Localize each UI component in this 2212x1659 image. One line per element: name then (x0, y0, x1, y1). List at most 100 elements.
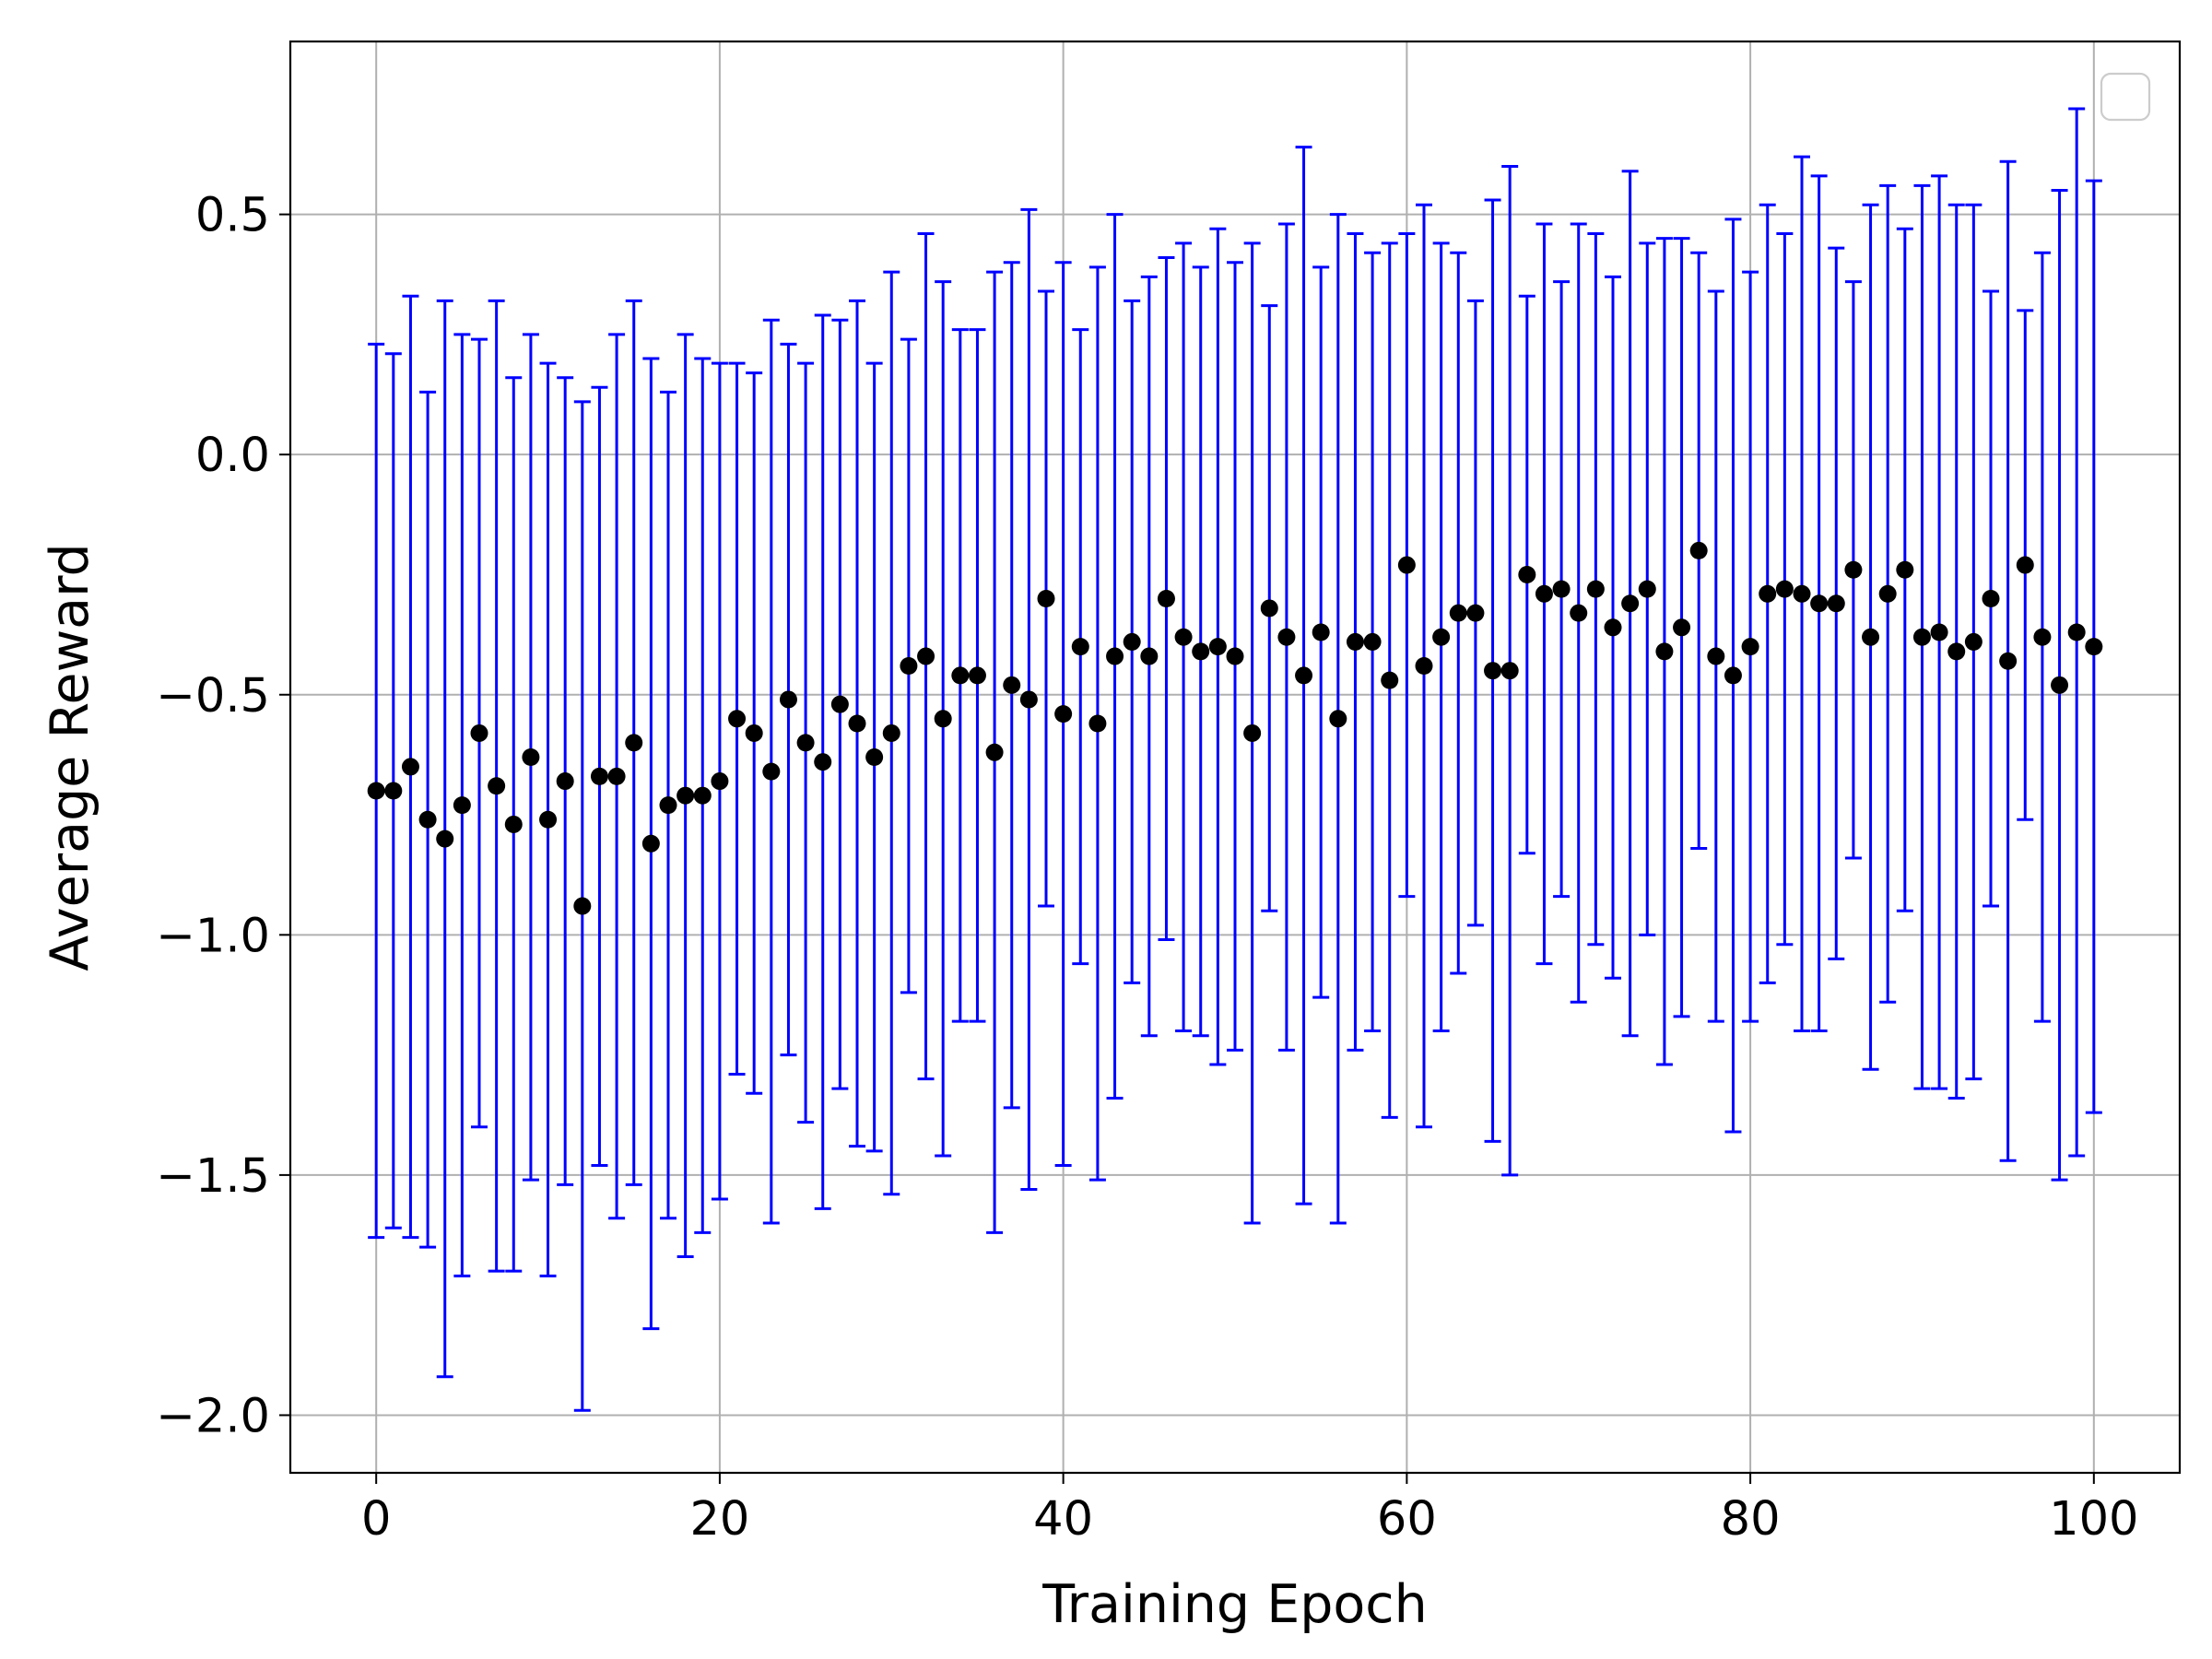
data-point (1827, 594, 1845, 613)
data-point (882, 724, 900, 742)
data-point (1208, 638, 1227, 656)
data-point (1775, 580, 1794, 598)
data-point (1793, 584, 1811, 603)
data-point (917, 647, 935, 665)
data-point (1054, 705, 1073, 724)
data-point (2067, 623, 2086, 641)
data-point (659, 796, 677, 815)
data-point (693, 786, 712, 805)
data-point (985, 743, 1004, 761)
data-point (1003, 676, 1021, 694)
data-point (1449, 604, 1467, 622)
data-point (1363, 632, 1382, 651)
data-point (384, 782, 403, 800)
y-axis-label: Average Reward (40, 543, 100, 971)
data-point (1312, 623, 1330, 641)
data-point (677, 786, 695, 805)
data-point (1071, 638, 1089, 656)
data-point (1518, 565, 1536, 583)
data-point (1466, 604, 1485, 622)
data-point (1707, 647, 1725, 665)
y-tick-label: −1.5 (156, 1149, 270, 1204)
data-point (367, 782, 385, 800)
data-point (401, 758, 419, 776)
data-point (1759, 584, 1777, 603)
data-point (2051, 676, 2069, 694)
data-point (1192, 642, 1210, 661)
data-point (1570, 604, 1588, 622)
data-point (625, 734, 643, 752)
data-point (900, 656, 918, 675)
x-tick-label: 0 (361, 1492, 391, 1547)
data-point (1621, 594, 1640, 613)
data-point (2085, 638, 2103, 656)
data-point (1638, 580, 1656, 598)
x-axis-label: Training Epoch (1041, 1574, 1428, 1635)
data-point (590, 767, 608, 785)
data-point (1724, 666, 1742, 685)
data-point (1226, 647, 1244, 665)
data-point (1673, 618, 1691, 637)
data-point (1381, 671, 1399, 689)
data-point (1586, 580, 1605, 598)
data-point (1741, 638, 1759, 656)
data-point (2016, 556, 2034, 574)
data-point (1930, 623, 1948, 641)
data-point (1019, 690, 1038, 709)
data-point (1878, 584, 1897, 603)
legend-box (2100, 72, 2151, 122)
data-point (762, 762, 781, 781)
data-point (436, 830, 454, 848)
data-point (814, 753, 832, 771)
data-point (1912, 628, 1931, 646)
data-point (1655, 642, 1674, 661)
x-tick-label: 40 (1033, 1492, 1093, 1547)
data-point (1260, 599, 1278, 618)
data-point (1982, 590, 2000, 608)
data-point (1896, 560, 1914, 579)
data-point (1174, 628, 1193, 646)
y-tick-label: −0.5 (156, 669, 270, 724)
data-point (488, 777, 506, 795)
y-tick-label: −2.0 (156, 1389, 270, 1443)
data-point (1123, 632, 1141, 651)
data-point (1432, 628, 1451, 646)
data-point (1415, 656, 1433, 675)
data-point (711, 772, 729, 791)
data-point (1277, 628, 1296, 646)
data-point (641, 834, 660, 853)
data-point (453, 796, 471, 815)
y-axis-ticks: −2.0 −1.5 −1.0 −0.5 0.0 0.5 (156, 189, 290, 1443)
data-point (1689, 541, 1708, 559)
data-point (779, 690, 797, 709)
data-point (504, 815, 523, 833)
data-points (367, 541, 2103, 915)
data-point (2033, 628, 2052, 646)
data-point (848, 714, 866, 733)
data-point (573, 897, 592, 915)
data-point (830, 695, 849, 713)
data-point (1604, 618, 1622, 637)
data-point (1397, 556, 1416, 574)
data-point (728, 710, 747, 728)
data-point (1106, 647, 1124, 665)
data-point (418, 810, 437, 829)
data-point (1037, 590, 1055, 608)
data-point (1500, 662, 1519, 680)
data-point (1947, 642, 1966, 661)
data-point (1329, 710, 1347, 728)
x-tick-label: 80 (1721, 1492, 1781, 1547)
data-point (1346, 632, 1364, 651)
y-tick-label: 0.0 (195, 429, 270, 483)
data-point (522, 748, 540, 766)
data-point (1999, 652, 2018, 670)
data-point (745, 724, 763, 742)
data-point (539, 810, 558, 829)
x-tick-label: 100 (2049, 1492, 2138, 1547)
data-point (934, 710, 952, 728)
data-point (1484, 662, 1502, 680)
data-point (556, 772, 574, 791)
data-point (796, 734, 815, 752)
data-point (865, 748, 884, 766)
